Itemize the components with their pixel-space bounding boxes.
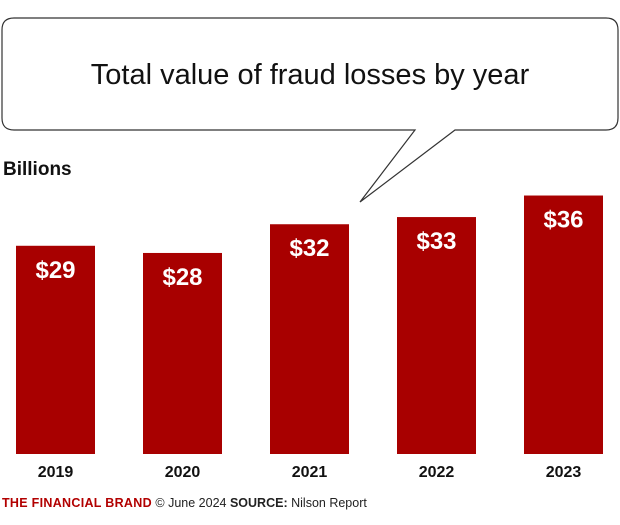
y-axis-unit-label: Billions bbox=[3, 159, 72, 180]
x-tick-label-2020: 2020 bbox=[165, 464, 201, 481]
bar-2022 bbox=[397, 217, 476, 454]
bar-2019 bbox=[16, 245, 95, 454]
bar-2020 bbox=[143, 252, 222, 454]
chart-title: Total value of fraud losses by year bbox=[91, 59, 530, 91]
title-speech-bubble bbox=[1, 17, 619, 203]
x-tick-label-2021: 2021 bbox=[292, 464, 328, 481]
data-label-2022: $33 bbox=[416, 228, 456, 255]
x-tick-label-2023: 2023 bbox=[546, 464, 582, 481]
data-label-2021: $32 bbox=[289, 235, 329, 262]
bar-2021 bbox=[270, 224, 349, 454]
source-label: SOURCE: bbox=[229, 496, 288, 510]
data-label-2020: $28 bbox=[162, 264, 202, 291]
publish-date: © June 2024 bbox=[155, 496, 227, 510]
bar-2023 bbox=[524, 195, 603, 454]
x-tick-label-2019: 2019 bbox=[38, 464, 74, 481]
data-label-2023: $36 bbox=[543, 207, 583, 234]
bars-layer: $29 2019 $28 2020 $32 2021 $33 2022 $36 2023 bbox=[16, 195, 603, 481]
data-label-2019: $29 bbox=[35, 257, 75, 284]
footer: THE FINANCIAL BRAND © June 2024 SOURCE: … bbox=[2, 496, 367, 510]
x-tick-label-2022: 2022 bbox=[419, 464, 455, 481]
brand-name: THE FINANCIAL BRAND bbox=[2, 496, 152, 510]
source-name: Nilson Report bbox=[291, 496, 367, 510]
